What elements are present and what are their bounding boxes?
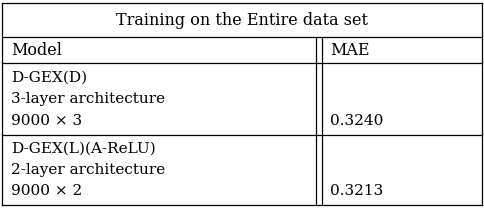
Text: 9000 × 3: 9000 × 3: [11, 114, 82, 128]
Text: D-GEX(D): D-GEX(D): [11, 71, 87, 85]
Text: 2-layer architecture: 2-layer architecture: [11, 163, 166, 177]
Text: MAE: MAE: [330, 42, 370, 59]
Text: 3-layer architecture: 3-layer architecture: [11, 92, 165, 106]
Text: 0.3240: 0.3240: [330, 114, 384, 128]
Text: D-GEX(L)(A-ReLU): D-GEX(L)(A-ReLU): [11, 142, 156, 156]
Text: Model: Model: [11, 42, 62, 59]
Text: Training on the Entire data set: Training on the Entire data set: [116, 12, 368, 29]
Text: 0.3213: 0.3213: [330, 184, 383, 198]
Text: 9000 × 2: 9000 × 2: [11, 184, 82, 198]
